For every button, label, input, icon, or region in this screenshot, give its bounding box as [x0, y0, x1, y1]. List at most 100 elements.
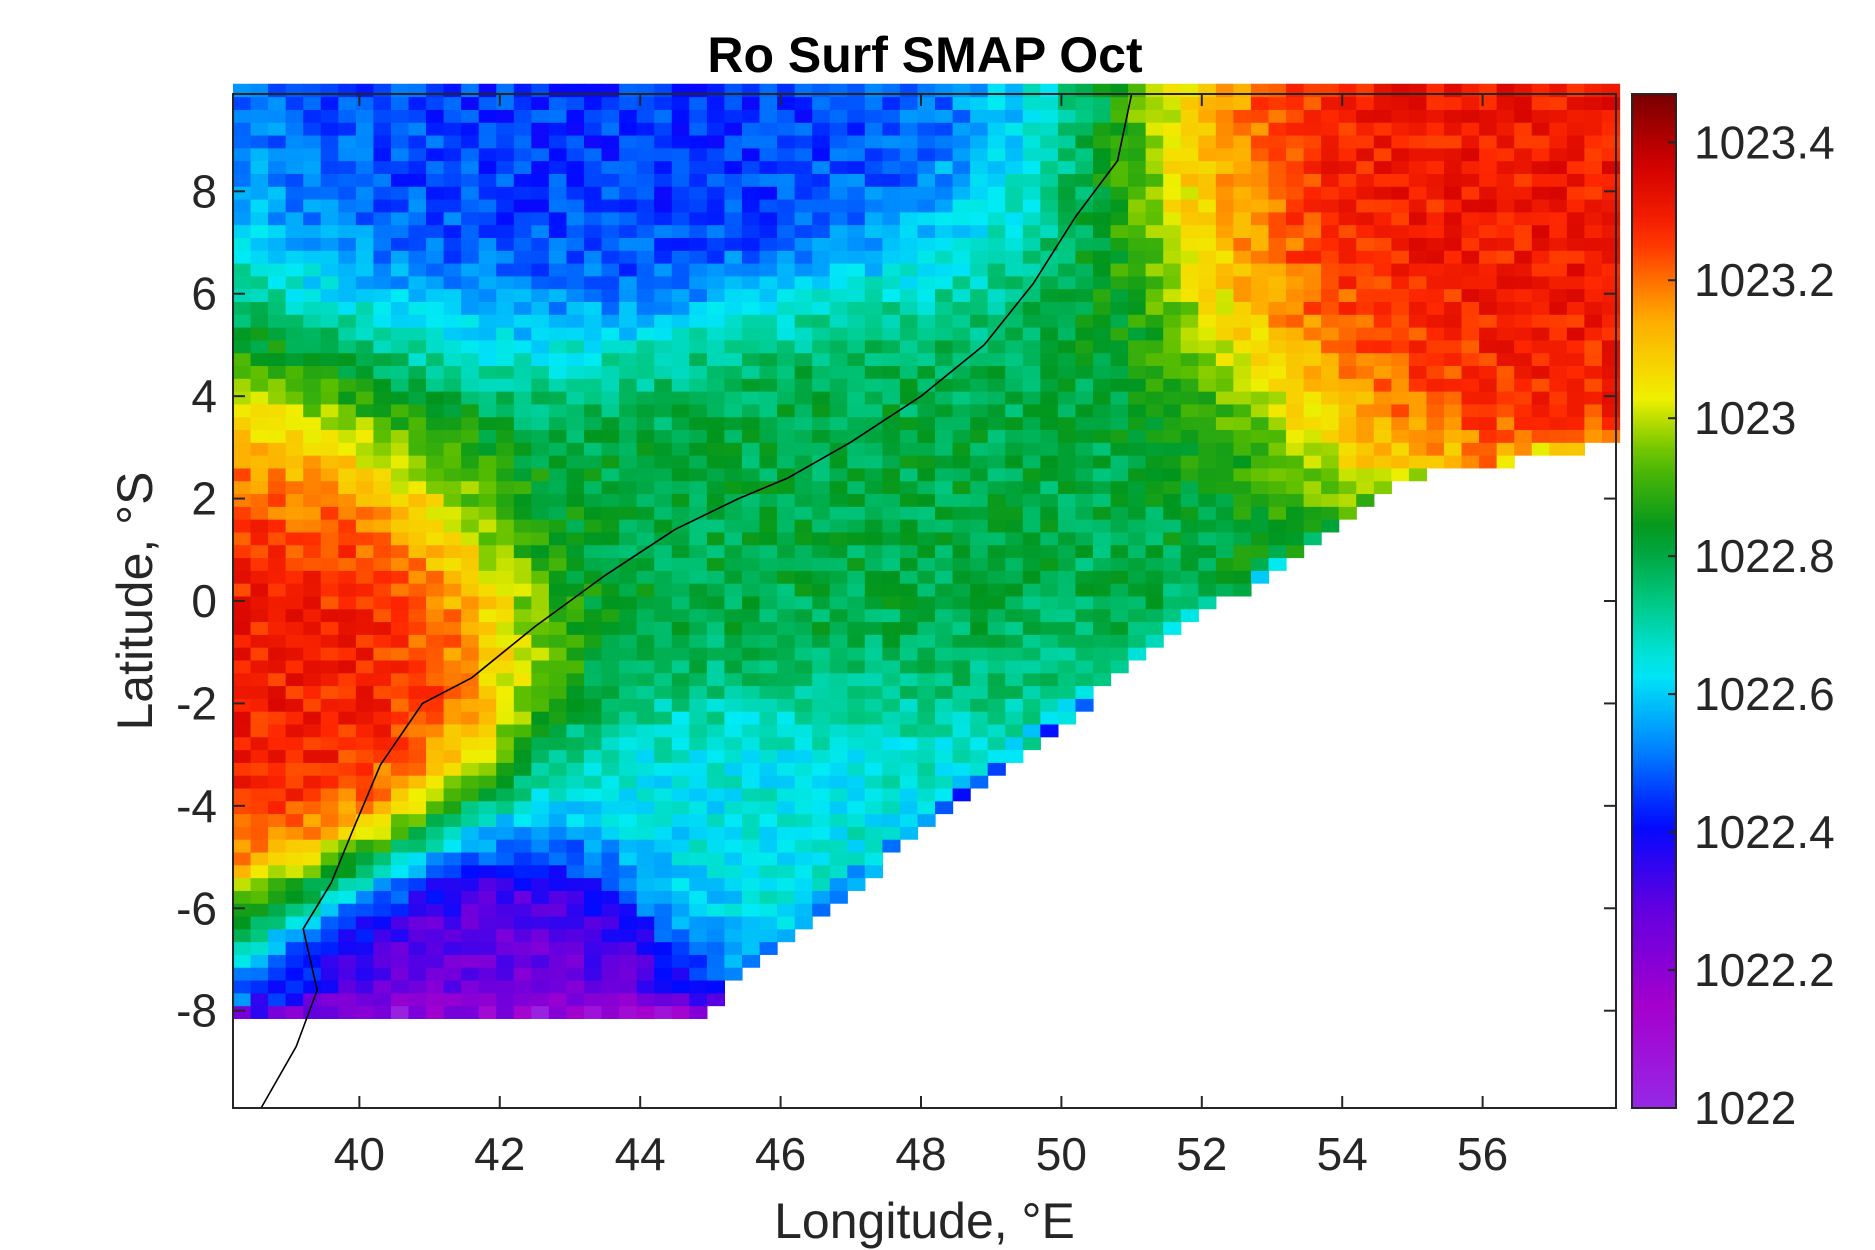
heatmap-cell — [1198, 570, 1217, 584]
heatmap-cell — [1531, 211, 1550, 226]
heatmap-cell — [829, 301, 848, 315]
heatmap-cell — [1075, 442, 1094, 456]
heatmap-cell — [303, 723, 322, 738]
heatmap-cell — [654, 634, 673, 648]
heatmap-cell — [426, 519, 445, 533]
heatmap-cell — [461, 634, 480, 648]
heatmap-cell — [461, 365, 480, 379]
heatmap-cell — [829, 570, 848, 584]
heatmap-cell — [1145, 557, 1164, 571]
heatmap-cell — [1373, 122, 1392, 136]
heatmap-cell — [1391, 211, 1410, 226]
heatmap-cell — [1496, 134, 1515, 149]
heatmap-cell — [426, 391, 445, 405]
heatmap-cell — [882, 186, 901, 200]
heatmap-cell — [426, 967, 445, 981]
heatmap-cell — [1233, 301, 1252, 315]
heatmap-cell — [584, 391, 603, 405]
heatmap-cell — [1040, 467, 1059, 482]
heatmap-cell — [426, 378, 445, 392]
heatmap-cell — [478, 570, 497, 584]
heatmap-cell — [1163, 365, 1182, 379]
heatmap-cell — [759, 826, 778, 840]
heatmap-cell — [706, 224, 726, 238]
heatmap-cell — [548, 647, 568, 661]
heatmap-cell — [952, 762, 971, 776]
heatmap-cell — [1022, 186, 1041, 200]
heatmap-cell — [1496, 416, 1515, 431]
heatmap-cell — [759, 237, 778, 251]
heatmap-cell — [935, 301, 954, 315]
heatmap-cell — [250, 455, 269, 469]
heatmap-cell — [812, 519, 831, 533]
heatmap-cell — [496, 608, 515, 623]
heatmap-cell — [882, 224, 901, 238]
heatmap-cell — [759, 775, 778, 789]
heatmap-cell — [952, 378, 971, 392]
heatmap-cell — [654, 378, 673, 392]
heatmap-cell — [513, 967, 532, 981]
heatmap-cell — [478, 915, 497, 930]
heatmap-cell — [794, 506, 813, 520]
heatmap-cell — [1303, 429, 1322, 443]
heatmap-cell — [1373, 480, 1392, 495]
heatmap-cell — [513, 928, 532, 943]
heatmap-cell — [478, 275, 497, 290]
colorbar-tick-label: 1022.8 — [1694, 530, 1835, 582]
heatmap-cell — [478, 928, 497, 943]
heatmap-cell — [882, 698, 901, 712]
heatmap-cell — [1461, 250, 1480, 264]
heatmap-cell — [847, 851, 866, 866]
heatmap-cell — [741, 711, 761, 725]
heatmap-cell — [513, 301, 532, 315]
heatmap-cell — [706, 762, 726, 776]
heatmap-cell — [899, 787, 919, 802]
heatmap-cell — [1128, 250, 1147, 264]
heatmap-cell — [1268, 493, 1287, 507]
heatmap-cell — [671, 147, 690, 162]
heatmap-cell — [619, 570, 638, 584]
heatmap-cell — [636, 288, 655, 303]
heatmap-cell — [250, 890, 269, 904]
heatmap-cell — [1566, 134, 1586, 149]
heatmap-cell — [899, 672, 919, 687]
heatmap-cell — [741, 864, 761, 879]
heatmap-cell — [987, 211, 1006, 226]
heatmap-cell — [426, 736, 445, 751]
heatmap-cell — [636, 455, 655, 469]
heatmap-cell — [408, 403, 427, 418]
heatmap-cell — [636, 224, 655, 238]
heatmap-cell — [461, 198, 480, 213]
heatmap-cell — [566, 198, 585, 213]
heatmap-cell — [1040, 263, 1059, 277]
heatmap-cell — [741, 839, 761, 853]
heatmap-cell — [566, 826, 585, 840]
heatmap-cell — [373, 467, 392, 482]
heatmap-cell — [1303, 442, 1322, 456]
heatmap-cell — [285, 211, 304, 226]
heatmap-cell — [777, 608, 796, 623]
heatmap-cell — [513, 634, 532, 648]
heatmap-cell — [601, 634, 620, 648]
heatmap-cell — [338, 224, 357, 238]
heatmap-cell — [1145, 211, 1164, 226]
heatmap-cell — [355, 378, 375, 392]
heatmap-cell — [1566, 147, 1586, 162]
heatmap-cell — [531, 941, 550, 955]
heatmap-cell — [1180, 403, 1199, 418]
heatmap-cell — [741, 96, 761, 110]
heatmap-cell — [1356, 442, 1375, 456]
heatmap-cell — [548, 352, 568, 367]
heatmap-cell — [320, 903, 339, 917]
heatmap-cell — [233, 378, 252, 392]
heatmap-cell — [829, 263, 848, 277]
heatmap-cell — [426, 147, 445, 162]
heatmap-cell — [390, 442, 410, 456]
heatmap-cell — [390, 583, 410, 597]
heatmap-cell — [636, 134, 655, 149]
heatmap-cell — [1233, 583, 1252, 597]
heatmap-cell — [285, 429, 304, 443]
heatmap-cell — [1040, 608, 1059, 623]
heatmap-cell — [847, 621, 866, 635]
heatmap-cell — [426, 442, 445, 456]
